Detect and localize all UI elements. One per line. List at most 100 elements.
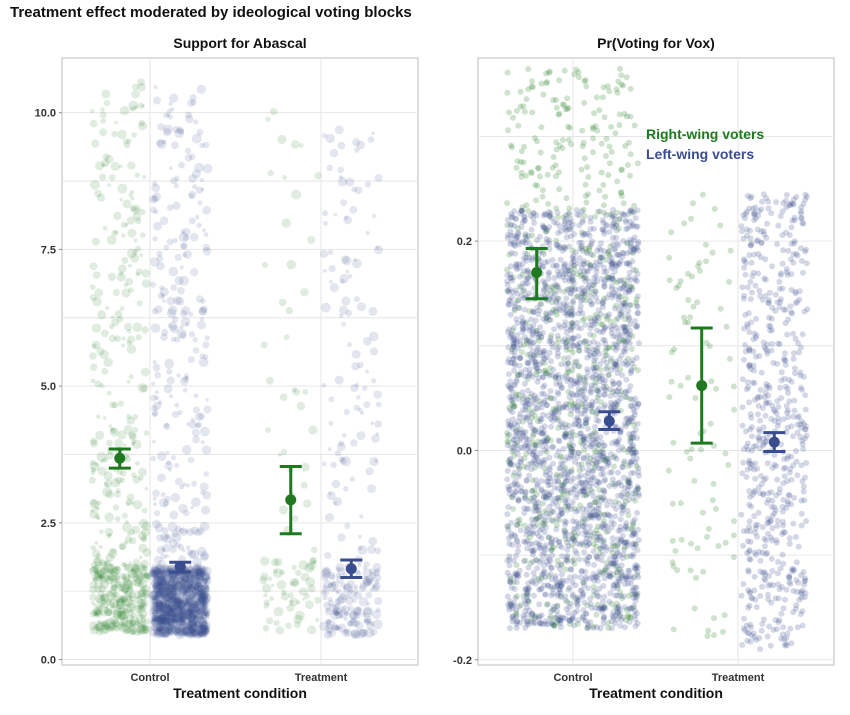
raw-point-right [97, 466, 107, 476]
raw-point-right [143, 572, 151, 580]
raw-point-left [541, 591, 548, 598]
raw-point-right [116, 613, 122, 619]
raw-point-left [623, 388, 630, 395]
raw-point-right [600, 181, 607, 188]
raw-point-left [190, 417, 196, 423]
raw-point-right [132, 322, 143, 333]
raw-point-right [122, 138, 129, 145]
raw-point-left [575, 333, 582, 340]
raw-point-left [553, 452, 560, 459]
panel-title: Support for Abascal [173, 35, 306, 51]
raw-point-left [155, 572, 163, 580]
raw-point-right [528, 169, 534, 175]
raw-point-left [537, 349, 544, 356]
raw-point-right [129, 629, 135, 635]
raw-point-left [374, 458, 378, 463]
raw-point-right [119, 477, 126, 483]
raw-point-right [99, 383, 105, 389]
raw-points [88, 78, 383, 640]
raw-point-left [174, 606, 183, 615]
raw-point-right [110, 315, 115, 319]
raw-point-right [139, 580, 144, 586]
raw-point-left [511, 585, 518, 592]
raw-point-left [562, 224, 569, 231]
raw-point-left [199, 623, 209, 633]
raw-point-left [188, 153, 196, 161]
raw-point-left [153, 575, 164, 586]
raw-point-left [184, 147, 192, 154]
raw-point-left [196, 603, 203, 611]
raw-point-left [182, 626, 193, 637]
raw-point-left [368, 536, 378, 546]
raw-point-right [126, 329, 132, 334]
raw-point-right [127, 585, 134, 592]
raw-point-right [105, 591, 116, 602]
raw-point-left [509, 396, 516, 403]
raw-point-left [508, 232, 514, 239]
raw-point-right [131, 564, 141, 573]
raw-point-left [364, 181, 372, 188]
raw-point-left [590, 548, 597, 555]
raw-point-right [122, 628, 129, 635]
raw-point-left [362, 385, 368, 391]
raw-point-left [358, 534, 362, 539]
raw-point-left [538, 404, 545, 411]
raw-point-left [193, 590, 199, 596]
raw-point-right [127, 625, 137, 636]
raw-point-left [601, 230, 608, 237]
raw-point-left [543, 478, 550, 485]
raw-point-left [163, 423, 171, 431]
raw-point-left [555, 344, 562, 351]
raw-point-right [550, 97, 557, 103]
raw-point-left [202, 341, 210, 349]
raw-point-right [138, 543, 148, 553]
raw-point-left [581, 387, 588, 394]
raw-point-left [156, 250, 163, 257]
raw-point-left [170, 284, 178, 291]
raw-point-left [548, 565, 555, 572]
raw-point-left [605, 512, 612, 519]
raw-point-right [571, 71, 578, 78]
raw-point-right [533, 138, 540, 145]
raw-point-left [327, 599, 334, 607]
raw-point-right [125, 602, 136, 613]
raw-point-left [187, 624, 193, 629]
raw-point-left [587, 575, 594, 582]
raw-point-right [529, 78, 536, 85]
raw-point-right [138, 467, 147, 477]
raw-point-left [343, 215, 349, 221]
raw-point-right [140, 617, 146, 623]
raw-point-right [90, 508, 95, 513]
raw-point-right [106, 534, 112, 539]
raw-point-left [366, 602, 371, 606]
raw-point-right [628, 346, 635, 352]
raw-point-left [620, 507, 627, 514]
raw-point-right [119, 580, 127, 588]
raw-point-right [119, 197, 124, 202]
raw-point-left [551, 275, 558, 281]
raw-point-right [116, 272, 126, 282]
raw-point-left [164, 495, 171, 503]
raw-point-right [89, 586, 97, 594]
raw-point-left [615, 469, 622, 476]
raw-point-left [156, 261, 165, 271]
raw-point-left [152, 439, 156, 444]
raw-point-left [204, 585, 209, 590]
raw-point-left [600, 616, 607, 623]
raw-point-right [111, 229, 118, 237]
raw-point-left [359, 514, 364, 519]
raw-point-left [191, 428, 200, 437]
raw-point-left [152, 582, 160, 590]
raw-point-right [117, 264, 127, 274]
raw-point-right [109, 626, 115, 632]
raw-point-right [128, 100, 138, 111]
raw-point-left [152, 401, 162, 411]
raw-point-right [123, 282, 129, 288]
raw-point-left [626, 618, 633, 625]
raw-point-right [106, 390, 112, 396]
raw-point-left [601, 386, 608, 393]
raw-point-left [186, 589, 194, 598]
raw-point-right [142, 565, 148, 572]
raw-point-left [189, 631, 194, 637]
raw-point-right [116, 315, 124, 323]
